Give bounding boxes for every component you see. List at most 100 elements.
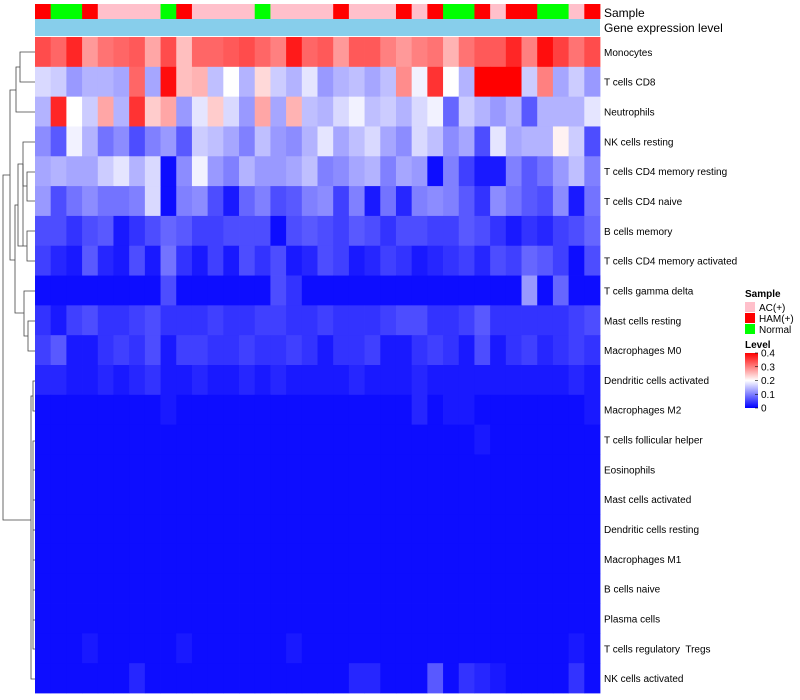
heatmap-cell: [286, 126, 303, 157]
heatmap-cell: [474, 66, 491, 98]
heatmap-cell: [35, 484, 52, 515]
heatmap-cell: [380, 335, 397, 366]
heatmap-cell: [490, 424, 507, 455]
heatmap-cell: [129, 603, 146, 634]
heatmap-cell: [50, 186, 67, 217]
heatmap-cell: [411, 365, 428, 396]
heatmap-cell: [380, 37, 397, 68]
heatmap-cell: [584, 424, 601, 455]
heatmap-cell: [82, 335, 99, 366]
row-label: B cells naive: [604, 585, 661, 596]
heatmap-cell: [223, 66, 240, 98]
row-label: Macrophages M0: [604, 346, 682, 357]
heatmap-cell: [317, 424, 334, 455]
heatmap-cell: [50, 96, 67, 127]
heatmap-cell: [144, 156, 161, 187]
heatmap-cell: [458, 96, 475, 127]
heatmap-cell: [113, 215, 130, 247]
sample-cell: [301, 4, 318, 19]
heatmap-cell: [505, 573, 522, 604]
heatmap-cell: [364, 245, 381, 276]
heatmap-cell: [537, 186, 554, 217]
heatmap-cell: [191, 573, 209, 604]
heatmap-cell: [239, 215, 256, 247]
heatmap-cell: [395, 275, 413, 306]
heatmap-cell: [364, 66, 381, 98]
heatmap-cell: [443, 365, 460, 396]
heatmap-cell: [521, 543, 538, 575]
heatmap-cell: [552, 335, 570, 366]
heatmap-cell: [490, 126, 507, 157]
heatmap-cell: [395, 156, 413, 187]
heatmap-cell: [395, 37, 413, 68]
heatmap-cell: [301, 335, 318, 366]
heatmap-cell: [286, 96, 303, 127]
heatmap-cell: [207, 96, 224, 127]
heatmap-cell: [474, 394, 491, 426]
heatmap-cell: [474, 573, 491, 604]
heatmap-cell: [239, 633, 256, 664]
heatmap-cell: [82, 37, 99, 68]
heatmap-cell: [207, 305, 224, 336]
heatmap-cell: [552, 126, 570, 157]
sample-cell: [97, 4, 114, 19]
heatmap-cell: [364, 215, 381, 247]
heatmap-cell: [97, 96, 114, 127]
row-dendrogram: [2, 51, 35, 680]
heatmap-cell: [35, 454, 52, 485]
heatmap-cell: [35, 275, 52, 306]
heatmap-cell: [223, 305, 240, 336]
heatmap-cell: [82, 424, 99, 455]
heatmap-cell: [411, 603, 428, 634]
heatmap-cell: [427, 156, 444, 187]
heatmap-cell: [113, 335, 130, 366]
heatmap-cell: [348, 603, 365, 634]
heatmap-cell: [301, 543, 318, 575]
heatmap-cell: [176, 394, 193, 426]
heatmap-cell: [364, 454, 381, 485]
heatmap-cell: [66, 37, 83, 68]
heatmap-cell: [160, 126, 177, 157]
heatmap-cell: [395, 215, 413, 247]
heatmap-cell: [537, 275, 554, 306]
heatmap-cell: [584, 335, 601, 366]
heatmap-cell: [364, 37, 381, 68]
heatmap-cell: [223, 96, 240, 127]
heatmap-cell: [521, 156, 538, 187]
heatmap-cell: [207, 394, 224, 426]
heatmap-cell: [552, 424, 570, 455]
heatmap-cell: [521, 603, 538, 634]
heatmap-cell: [301, 37, 318, 68]
heatmap-cell: [521, 454, 538, 485]
heatmap-cell: [286, 484, 303, 515]
heatmap-cell: [301, 365, 318, 396]
heatmap-cell: [568, 275, 585, 306]
heatmap-cell: [505, 454, 522, 485]
heatmap-cell: [568, 156, 585, 187]
heatmap-cell: [35, 245, 52, 276]
heatmap-cell: [35, 335, 52, 366]
heatmap-cell: [395, 424, 413, 455]
legend-sample-title: Sample: [745, 289, 781, 300]
heatmap-cell: [286, 156, 303, 187]
heatmap-cell: [505, 514, 522, 545]
heatmap-cell: [144, 365, 161, 396]
heatmap-cell: [474, 424, 491, 455]
heatmap-cell: [82, 514, 99, 545]
heatmap-cell: [270, 633, 287, 664]
heatmap-cell: [223, 126, 240, 157]
heatmap-cell: [333, 543, 350, 575]
heatmap-cell: [443, 633, 460, 664]
sample-cell: [129, 4, 146, 19]
heatmap-cell: [113, 663, 130, 694]
heatmap-cell: [97, 603, 114, 634]
heatmap-cell: [270, 245, 287, 276]
heatmap-cell: [568, 573, 585, 604]
heatmap-cell: [395, 394, 413, 426]
heatmap-cell: [254, 335, 271, 366]
heatmap-cell: [160, 245, 177, 276]
heatmap-cell: [160, 543, 177, 575]
heatmap-cell: [505, 245, 522, 276]
heatmap-cell: [129, 275, 146, 306]
